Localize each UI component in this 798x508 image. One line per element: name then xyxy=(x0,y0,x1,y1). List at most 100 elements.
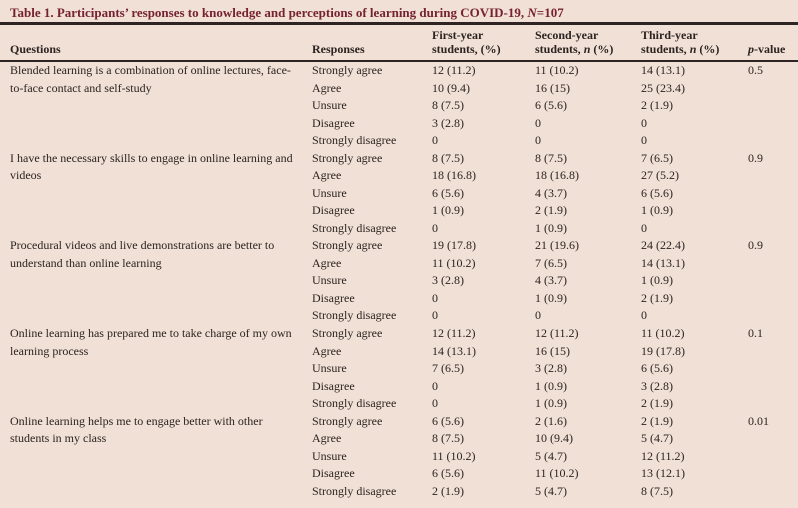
response-cell: Strongly agree xyxy=(312,63,383,77)
response-cell: Agree xyxy=(312,168,342,183)
second-year-cell: 0 xyxy=(535,308,541,323)
third-year-cell: 0 xyxy=(641,220,647,235)
p-value-cell xyxy=(748,220,798,238)
response-cell: Strongly disagree xyxy=(312,220,397,235)
third-year-cell: 3 (2.8) xyxy=(641,378,673,393)
third-year-cell: 24 (22.4) xyxy=(641,238,685,253)
second-year-line2-pre: students, xyxy=(535,41,584,56)
first-year-cell: 12 (11.2) xyxy=(432,63,476,77)
first-year-cell: 0 xyxy=(432,133,438,148)
second-year-n-symbol: n xyxy=(583,41,591,56)
first-year-cell: 0 xyxy=(432,378,438,393)
first-year-cell: 6 (5.6) xyxy=(432,185,464,200)
question-cell: I have the necessary skills to engage in… xyxy=(10,150,293,183)
response-cell: Strongly disagree xyxy=(312,133,397,148)
p-value-cell xyxy=(748,360,798,378)
response-cell: Disagree xyxy=(312,115,355,130)
first-year-cell: 11 (10.2) xyxy=(432,255,476,270)
table-row: Unsure 7 (6.5) 3 (2.8) 6 (5.6) xyxy=(312,360,798,378)
response-rows: Strongly agree 12 (11.2) 11 (10.2) 14 (13.1… xyxy=(312,62,798,150)
column-header-responses: Responses xyxy=(312,41,365,56)
third-year-cell: 27 (5.2) xyxy=(641,168,679,183)
second-year-cell: 4 (3.7) xyxy=(535,273,567,288)
third-year-cell: 0 xyxy=(641,308,647,323)
table-header-row: Questions Responses First-year students,… xyxy=(0,25,798,60)
table-row: Unsure 11 (10.2) 5 (4.7) 12 (11.2) xyxy=(312,448,798,466)
title-rule xyxy=(0,22,798,25)
third-year-cell: 1 (0.9) xyxy=(641,273,673,288)
p-value-cell xyxy=(748,167,798,185)
question-cell: Procedural videos and live demonstration… xyxy=(10,238,275,270)
table-row: Disagree 6 (5.6) 11 (10.2) 13 (12.1) xyxy=(312,465,798,483)
table-title: Table 1. Participants’ responses to know… xyxy=(0,0,798,21)
second-year-cell: 11 (10.2) xyxy=(535,63,579,77)
p-symbol: p xyxy=(748,41,754,56)
second-year-cell: 0 xyxy=(535,133,541,148)
response-cell: Unsure xyxy=(312,273,347,288)
third-year-cell: 1 (0.9) xyxy=(641,203,673,218)
p-value-cell xyxy=(748,115,798,133)
first-year-cell: 14 (13.1) xyxy=(432,343,476,358)
third-year-cell: 0 xyxy=(641,133,647,148)
column-header-third-year-line2: students, n (%) xyxy=(641,42,742,56)
response-cell: Disagree xyxy=(312,378,355,393)
third-year-cell: 11 (10.2) xyxy=(641,325,685,340)
response-cell: Strongly agree xyxy=(312,325,383,340)
first-year-cell: 19 (17.8) xyxy=(432,238,476,253)
table-title-suffix: =107 xyxy=(536,5,564,20)
table-row: Agree 10 (9.4) 16 (15) 25 (23.4) xyxy=(312,80,798,98)
p-value-cell xyxy=(748,272,798,290)
table-row: Strongly disagree 2 (1.9) 5 (4.7) 8 (7.5) xyxy=(312,483,798,501)
p-value-cell xyxy=(748,430,798,448)
first-year-cell: 8 (7.5) xyxy=(432,98,464,113)
second-year-cell: 5 (4.7) xyxy=(535,483,567,498)
table-row: Strongly disagree 0 0 0 xyxy=(312,132,798,150)
table-row: Unsure 3 (2.8) 4 (3.7) 1 (0.9) xyxy=(312,272,798,290)
p-value-cell: 0.01 xyxy=(748,413,769,428)
response-cell: Disagree xyxy=(312,466,355,481)
response-cell: Agree xyxy=(312,431,342,446)
first-year-cell: 3 (2.8) xyxy=(432,115,464,130)
column-header-first-year-line2: students, (%) xyxy=(432,41,501,56)
response-cell: Strongly agree xyxy=(312,150,383,165)
response-cell: Unsure xyxy=(312,448,347,463)
second-year-cell: 2 (1.9) xyxy=(535,203,567,218)
p-value-cell xyxy=(748,290,798,308)
second-year-cell: 4 (3.7) xyxy=(535,185,567,200)
column-header-p-value: p-value xyxy=(748,42,798,56)
question-block: Blended learning is a combination of onl… xyxy=(10,62,798,150)
second-year-cell: 12 (11.2) xyxy=(535,325,579,340)
third-year-cell: 0 xyxy=(641,115,647,130)
third-year-cell: 5 (4.7) xyxy=(641,431,673,446)
first-year-cell: 8 (7.5) xyxy=(432,431,464,446)
table-body: Blended learning is a combination of onl… xyxy=(0,62,798,501)
third-year-cell: 6 (5.6) xyxy=(641,185,673,200)
third-year-cell: 25 (23.4) xyxy=(641,80,685,95)
first-year-cell: 18 (16.8) xyxy=(432,168,476,183)
response-cell: Unsure xyxy=(312,185,347,200)
first-year-cell: 6 (5.6) xyxy=(432,466,464,481)
table-row: Agree 8 (7.5) 10 (9.4) 5 (4.7) xyxy=(312,430,798,448)
third-year-cell: 19 (17.8) xyxy=(641,343,685,358)
third-year-cell: 6 (5.6) xyxy=(641,361,673,376)
third-year-cell: 2 (1.9) xyxy=(641,396,673,411)
second-year-cell: 1 (0.9) xyxy=(535,396,567,411)
response-cell: Agree xyxy=(312,80,342,95)
third-year-cell: 14 (13.1) xyxy=(641,63,685,77)
second-year-cell: 7 (6.5) xyxy=(535,255,567,270)
p-value-cell xyxy=(748,185,798,203)
third-year-cell: 14 (13.1) xyxy=(641,255,685,270)
p-value-cell xyxy=(748,395,798,413)
table-row: Agree 18 (16.8) 18 (16.8) 27 (5.2) xyxy=(312,167,798,185)
table-row: Strongly agree 19 (17.8) 21 (19.6) 24 (22.4… xyxy=(312,237,798,255)
table-row: Unsure 8 (7.5) 6 (5.6) 2 (1.9) xyxy=(312,97,798,115)
second-year-cell: 8 (7.5) xyxy=(535,150,567,165)
first-year-cell: 0 xyxy=(432,290,438,305)
third-year-n-symbol: n xyxy=(689,41,697,56)
second-year-cell: 5 (4.7) xyxy=(535,448,567,463)
second-year-cell: 1 (0.9) xyxy=(535,220,567,235)
response-cell: Disagree xyxy=(312,203,355,218)
p-value-cell xyxy=(748,132,798,150)
table-row: Disagree 1 (0.9) 2 (1.9) 1 (0.9) xyxy=(312,202,798,220)
